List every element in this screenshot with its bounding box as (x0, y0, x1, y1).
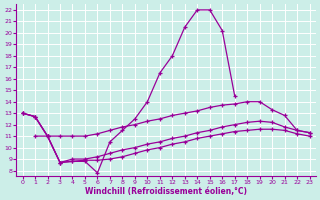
X-axis label: Windchill (Refroidissement éolien,°C): Windchill (Refroidissement éolien,°C) (85, 187, 247, 196)
